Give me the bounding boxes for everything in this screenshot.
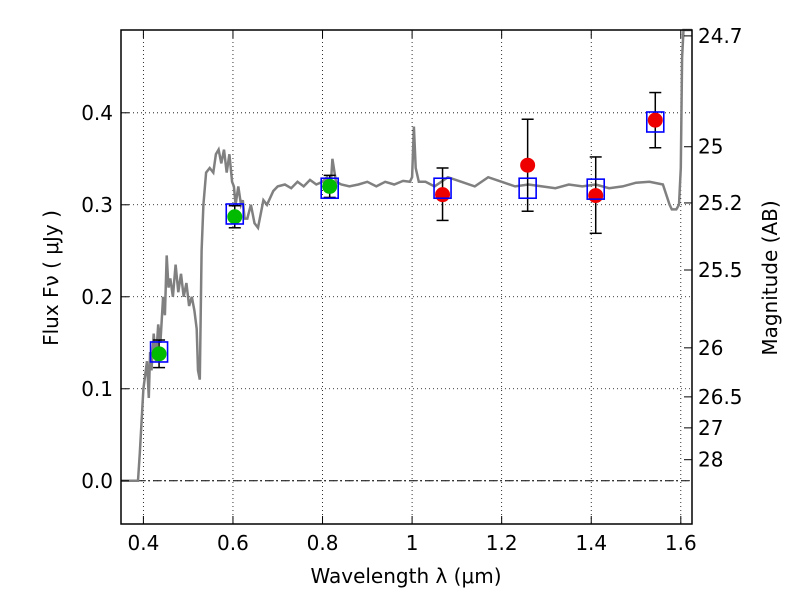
right-tick-label-3: 25.5 [698,258,743,282]
plot-frame [120,29,693,525]
right-tick-label-2: 25.2 [698,191,743,215]
x-tick-label-3: 1 [406,531,419,555]
model-square-2 [320,177,339,200]
model-square-6 [645,111,665,133]
right-axis-label: Magnitude (AB) [758,200,782,355]
point-red-0 [435,187,451,203]
point-green-0 [151,346,167,362]
y-axis-ticks: 0.0 0.1 0.2 0.3 0.4 [81,101,129,493]
x-tick-label-5: 1.4 [575,531,607,555]
right-tick-label-4: 26 [698,336,723,360]
right-tick-label-0: 24.7 [698,24,743,48]
y-tick-label-1: 0.1 [81,377,113,401]
model-square-3 [433,177,452,200]
x-tick-label-4: 1.2 [486,531,518,555]
sed-model-line [121,28,692,483]
point-green-1 [227,209,243,225]
model-square-0 [149,341,169,363]
right-axis-ticks: 24.7 25 25.2 25.5 26 26.5 27 28 [684,24,743,472]
y-tick-label-4: 0.4 [81,101,113,125]
point-red-2 [588,188,604,204]
x-tick-label-1: 0.6 [217,531,249,555]
grid [121,30,692,524]
x-axis-ticks: 0.4 0.6 0.8 1 1.2 1.4 1.6 [127,30,697,555]
right-tick-label-5: 26.5 [698,385,743,409]
model-square-4 [518,177,537,200]
point-red-3 [647,112,663,128]
model-photometry-squares [149,111,665,363]
y-tick-label-2: 0.2 [81,285,113,309]
point-red-1 [520,157,536,173]
point-green-2 [322,178,338,194]
x-tick-label-6: 1.6 [665,531,697,555]
y-tick-label-0: 0.0 [81,469,113,493]
x-axis-label: Wavelength λ (μm) [310,564,501,588]
y-axis-label: Flux Fν ( μJy ) [39,210,63,346]
x-tick-label-2: 0.8 [307,531,339,555]
data-points [151,112,663,362]
x-tick-label-0: 0.4 [127,531,159,555]
y-tick-label-3: 0.3 [81,193,113,217]
model-square-5 [586,178,606,200]
error-bars [153,91,662,369]
model-square-1 [225,203,245,225]
right-tick-label-1: 25 [698,135,723,159]
right-tick-label-6: 27 [698,416,723,440]
right-tick-label-7: 28 [698,448,723,472]
